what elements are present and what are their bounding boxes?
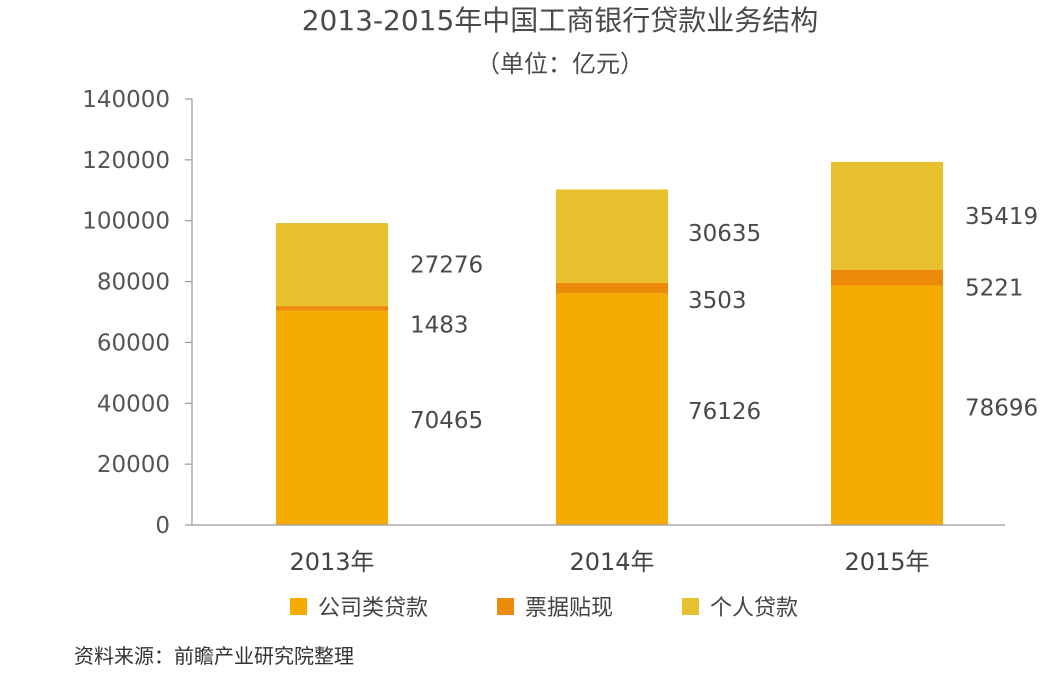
data-label: 1483 (410, 312, 469, 338)
y-tick-label: 140000 (82, 87, 170, 113)
legend-swatch (497, 598, 514, 615)
chart-title: 2013-2015年中国工商银行贷款业务结构 (302, 4, 819, 37)
legend-label: 公司类贷款 (318, 596, 428, 621)
legend-swatch (290, 598, 307, 615)
y-tick-label: 80000 (97, 270, 170, 296)
data-label: 78696 (965, 395, 1038, 421)
chart-subtitle: （单位：亿元） (476, 50, 644, 78)
data-label: 5221 (965, 276, 1024, 302)
bar-segment (831, 269, 943, 286)
data-label: 27276 (410, 253, 483, 279)
x-axis: 2013年 2014年 2015年 (192, 524, 1005, 576)
legend-label: 个人贷款 (710, 596, 798, 621)
x-tick-label: 2014年 (569, 548, 654, 576)
bar-segment (831, 285, 943, 525)
y-tick-label: 120000 (82, 148, 170, 174)
data-label: 35419 (965, 204, 1038, 230)
data-label: 76126 (688, 399, 761, 425)
data-label: 3503 (688, 288, 747, 314)
y-tick-label: 0 (155, 513, 170, 539)
legend-swatch (682, 598, 699, 615)
y-tick-label: 100000 (82, 209, 170, 235)
bar-segment (276, 223, 388, 307)
data-label: 70465 (410, 408, 483, 434)
y-tick-label: 60000 (97, 330, 170, 356)
bar-segment (556, 282, 668, 294)
legend: 公司类贷款 票据贴现 个人贷款 (290, 596, 798, 621)
bars: 70465 1483 27276 76126 3503 30635 78696 5221 354… (276, 161, 1038, 525)
y-axis: 0 20000 40000 60000 80000 100000 120000 140000 (82, 87, 193, 539)
y-tick-label: 40000 (97, 391, 170, 417)
x-tick-label: 2013年 (289, 548, 374, 576)
bar-segment (556, 189, 668, 283)
bar-segment (276, 310, 388, 525)
x-tick-label: 2015年 (844, 548, 929, 576)
legend-label: 票据贴现 (525, 596, 613, 621)
bar-segment (831, 161, 943, 270)
y-tick-label: 20000 (97, 452, 170, 478)
data-label: 30635 (688, 221, 761, 247)
bar-segment (276, 306, 388, 311)
bar-segment (556, 293, 668, 525)
source-note: 资料来源：前瞻产业研究院整理 (74, 644, 354, 668)
